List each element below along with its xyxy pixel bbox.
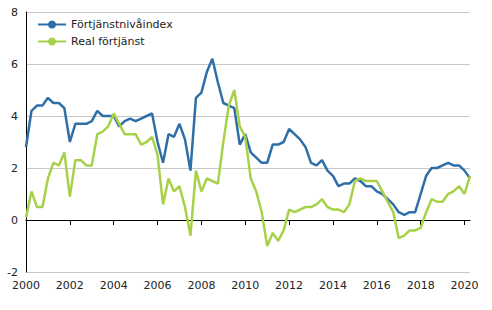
svg-text:-2: -2 xyxy=(7,266,18,279)
svg-text:Real förtjänst: Real förtjänst xyxy=(71,35,145,48)
svg-text:2: 2 xyxy=(11,162,18,175)
svg-text:2016: 2016 xyxy=(363,279,391,292)
svg-text:2000: 2000 xyxy=(12,279,40,292)
svg-text:2014: 2014 xyxy=(319,279,347,292)
svg-text:2004: 2004 xyxy=(100,279,128,292)
svg-text:0: 0 xyxy=(11,214,18,227)
svg-text:4: 4 xyxy=(11,110,18,123)
svg-text:2010: 2010 xyxy=(231,279,259,292)
svg-text:Förtjänstnivåindex: Förtjänstnivåindex xyxy=(71,18,173,31)
svg-text:2006: 2006 xyxy=(144,279,172,292)
svg-text:6: 6 xyxy=(11,58,18,71)
svg-text:2002: 2002 xyxy=(56,279,84,292)
svg-text:8: 8 xyxy=(11,6,18,19)
svg-text:2018: 2018 xyxy=(407,279,435,292)
svg-text:2008: 2008 xyxy=(187,279,215,292)
svg-text:2012: 2012 xyxy=(275,279,303,292)
svg-text:2020: 2020 xyxy=(451,279,479,292)
